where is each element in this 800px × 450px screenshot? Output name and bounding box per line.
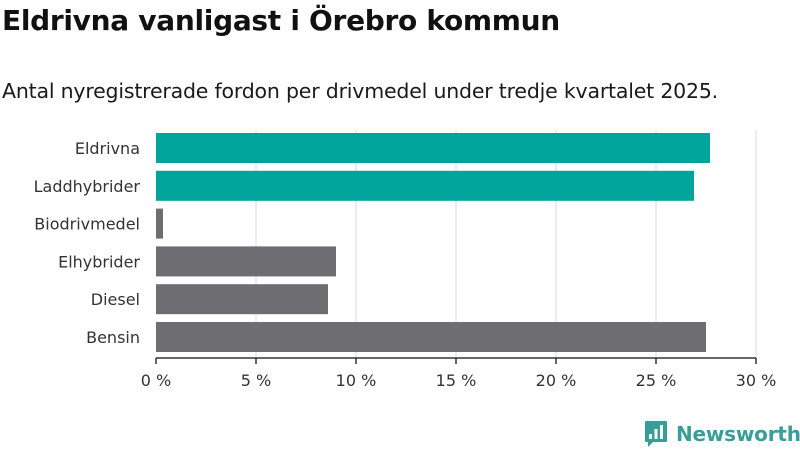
newsworthy-brand: Newsworthy xyxy=(644,419,800,449)
x-tick-label: 5 % xyxy=(241,371,271,390)
x-tick-label: 30 % xyxy=(736,371,777,390)
category-label: Elhybrider xyxy=(58,252,140,271)
category-label: Eldrivna xyxy=(75,139,140,158)
category-label: Bensin xyxy=(86,328,140,347)
bar-elhybrider xyxy=(156,246,336,277)
bar-laddhybrider xyxy=(156,170,694,201)
x-tick-label: 0 % xyxy=(141,371,171,390)
x-tick-label: 25 % xyxy=(636,371,677,390)
category-label: Diesel xyxy=(91,290,140,309)
x-tick-label: 15 % xyxy=(436,371,477,390)
bar-diesel xyxy=(156,284,328,315)
x-tick-label: 20 % xyxy=(536,371,577,390)
category-label: Laddhybrider xyxy=(34,177,141,196)
x-tick-label: 10 % xyxy=(336,371,377,390)
chart-title: Eldrivna vanligast i Örebro kommun xyxy=(2,4,560,37)
newsworthy-logo-icon xyxy=(645,421,667,447)
brand-name: Newsworthy xyxy=(676,422,800,446)
chart-subtitle: Antal nyregistrerade fordon per drivmede… xyxy=(2,79,719,103)
bar-eldrivna xyxy=(156,133,710,163)
bar-chart: Eldrivna Laddhybrider Biodrivmedel Elhybrid… xyxy=(34,130,777,390)
bar-biodrivmedel xyxy=(156,208,163,239)
bar-bensin xyxy=(156,322,706,352)
category-label: Biodrivmedel xyxy=(34,215,140,234)
